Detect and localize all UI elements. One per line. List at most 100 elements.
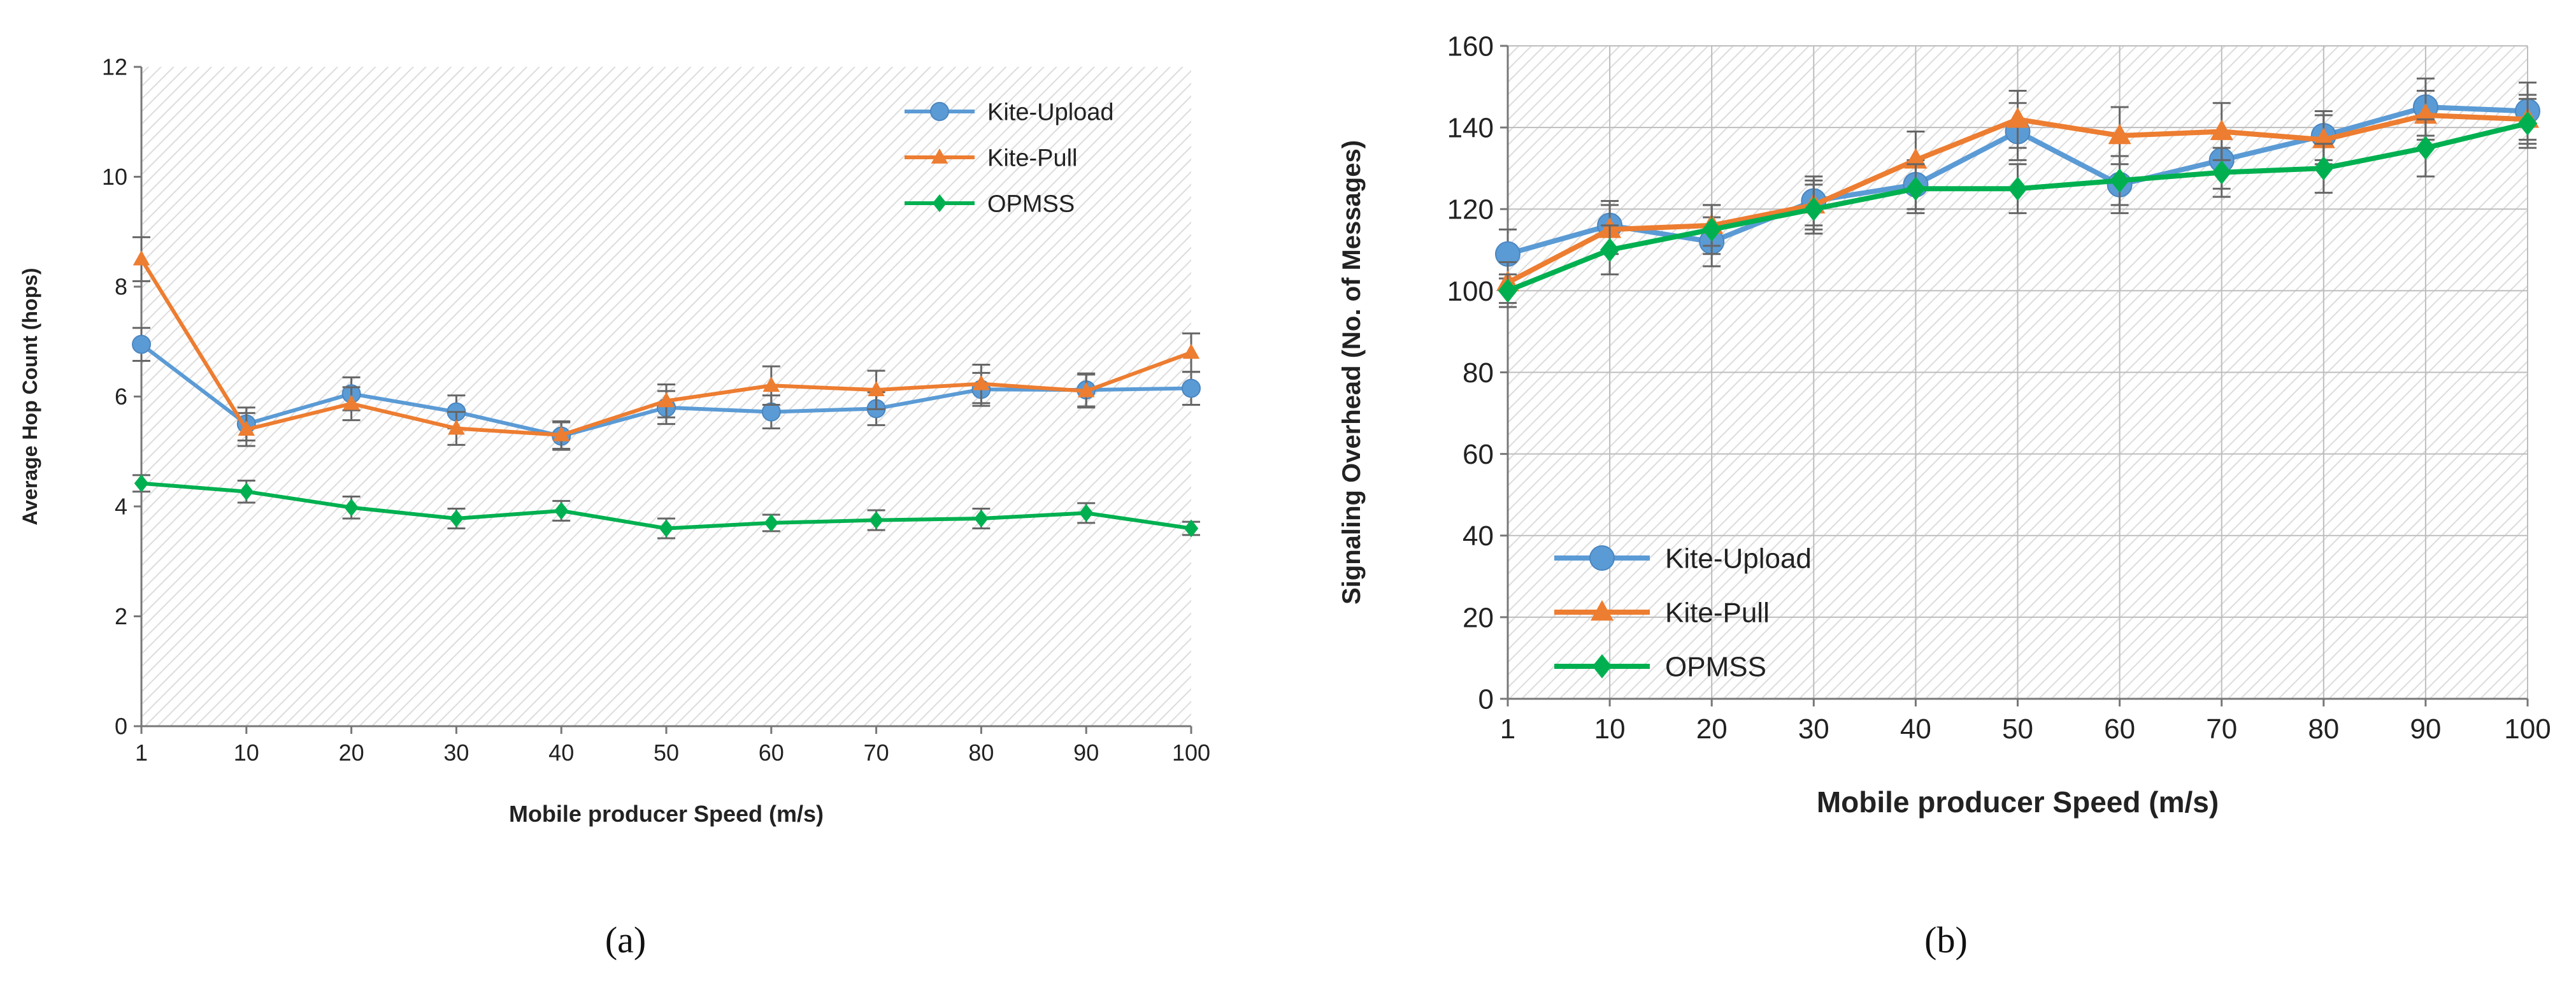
x-tick-label: 70 xyxy=(864,740,889,766)
data-point xyxy=(2517,111,2538,136)
x-tick-label: 90 xyxy=(2410,713,2441,745)
data-point xyxy=(762,376,780,392)
y-tick-label: 0 xyxy=(115,713,127,740)
legend: Kite-Upload Kite-Pull OPMSS xyxy=(905,99,1114,217)
panel-caption: (b) xyxy=(1924,919,1968,961)
data-point xyxy=(2210,119,2233,140)
y-tick-label: 0 xyxy=(1478,684,1494,715)
legend-entry: OPMSS xyxy=(987,190,1075,217)
x-tick-label: 30 xyxy=(443,740,469,766)
x-tick-label: 20 xyxy=(1696,713,1728,745)
panel-caption: (a) xyxy=(605,919,646,961)
data-point xyxy=(2212,160,2231,185)
x-axis-title: Mobile producer Speed (m/s) xyxy=(509,801,824,827)
data-point xyxy=(1702,217,1722,242)
chart-b: 0 20 40 60 80 100 120 140 160 1 10 20 30 40 50 60 70 80 90… xyxy=(1338,31,2551,961)
x-tick-label: 10 xyxy=(234,740,259,766)
x-tick-label: 50 xyxy=(654,740,679,766)
data-point xyxy=(659,519,674,538)
data-point xyxy=(1498,278,1518,303)
series-kite-pull xyxy=(132,236,1200,450)
data-point xyxy=(764,513,778,532)
y-tick-label: 4 xyxy=(115,494,127,520)
legend-entry: Kite-Upload xyxy=(1665,543,1812,574)
x-tick-label: 40 xyxy=(1900,713,1931,745)
data-point xyxy=(238,420,255,436)
data-point xyxy=(1077,382,1095,397)
data-point xyxy=(554,501,569,520)
data-point xyxy=(1599,238,1620,262)
x-tick-label: 40 xyxy=(548,740,574,766)
data-point xyxy=(869,511,884,529)
data-point xyxy=(132,334,151,354)
legend-entry: Kite-Pull xyxy=(987,145,1078,171)
x-axis-title: Mobile producer Speed (m/s) xyxy=(1817,785,2219,819)
x-tick-label: 60 xyxy=(759,740,784,766)
x-tick-label: 80 xyxy=(968,740,994,766)
data-point xyxy=(343,394,360,410)
x-tick-label: 20 xyxy=(339,740,364,766)
data-point xyxy=(2415,136,2436,161)
x-tick-label: 60 xyxy=(2104,713,2135,745)
x-tick-label: 1 xyxy=(135,740,148,766)
data-point xyxy=(239,482,254,501)
data-point xyxy=(1079,504,1094,522)
data-point xyxy=(2110,168,2129,193)
y-tick-label: 160 xyxy=(1447,31,1494,62)
data-point xyxy=(1182,378,1201,398)
x-tick-label: 90 xyxy=(1073,740,1099,766)
y-axis-title: Signaling Overhead (No. of Messages) xyxy=(1338,140,1366,605)
y-tick-label: 100 xyxy=(1447,276,1494,307)
chart-a: 0 2 4 6 8 10 12 1 10 20 30 40 50 60 70 80 90 100 Kite-Uplo… xyxy=(18,54,1210,961)
data-point xyxy=(1182,343,1200,359)
y-axis-title: Average Hop Count (hops) xyxy=(18,268,41,525)
x-tick-label: 70 xyxy=(2206,713,2237,745)
data-point xyxy=(448,419,465,435)
data-point xyxy=(1906,176,1926,201)
data-point xyxy=(132,250,150,266)
legend-marker xyxy=(1589,545,1615,571)
legend: Kite-Upload Kite-Pull OPMSS xyxy=(1554,543,1812,682)
x-tick-label: 100 xyxy=(1172,740,1210,766)
legend-marker xyxy=(1592,654,1612,678)
legend-entry: Kite-Upload xyxy=(987,99,1114,125)
data-point xyxy=(134,474,149,492)
legend-marker xyxy=(930,102,949,121)
data-point xyxy=(868,381,885,396)
data-point xyxy=(2008,176,2028,201)
x-tick-label: 30 xyxy=(1798,713,1829,745)
y-tick-label: 20 xyxy=(1463,602,1494,633)
x-tick-label: 1 xyxy=(1500,713,1515,745)
y-tick-label: 2 xyxy=(115,603,127,629)
data-point xyxy=(974,509,989,527)
y-tick-label: 8 xyxy=(115,274,127,300)
x-tick-label: 80 xyxy=(2308,713,2339,745)
y-tick-label: 60 xyxy=(1463,439,1494,470)
data-point xyxy=(657,392,675,408)
x-tick-label: 100 xyxy=(2504,713,2551,745)
data-point xyxy=(449,509,464,527)
data-point xyxy=(2314,156,2333,181)
x-tick-label: 50 xyxy=(2002,713,2033,745)
legend-marker xyxy=(931,148,948,164)
data-point xyxy=(1184,519,1199,538)
y-tick-label: 6 xyxy=(115,383,127,410)
legend-marker xyxy=(1590,600,1614,621)
series-opmss xyxy=(1498,97,2538,308)
y-tick-label: 12 xyxy=(102,54,127,80)
legend-entry: Kite-Pull xyxy=(1665,597,1770,628)
data-point xyxy=(552,426,570,441)
x-tick-label: 10 xyxy=(1594,713,1626,745)
data-point xyxy=(1804,197,1824,222)
y-tick-label: 140 xyxy=(1447,113,1494,144)
data-point xyxy=(2006,107,2029,128)
data-point xyxy=(344,498,359,517)
legend-entry: OPMSS xyxy=(1665,651,1766,682)
y-tick-label: 10 xyxy=(102,164,127,190)
data-point xyxy=(2108,123,2131,145)
series-opmss xyxy=(132,474,1200,540)
y-tick-label: 80 xyxy=(1463,357,1494,389)
y-tick-label: 40 xyxy=(1463,520,1494,552)
data-point xyxy=(973,375,990,390)
